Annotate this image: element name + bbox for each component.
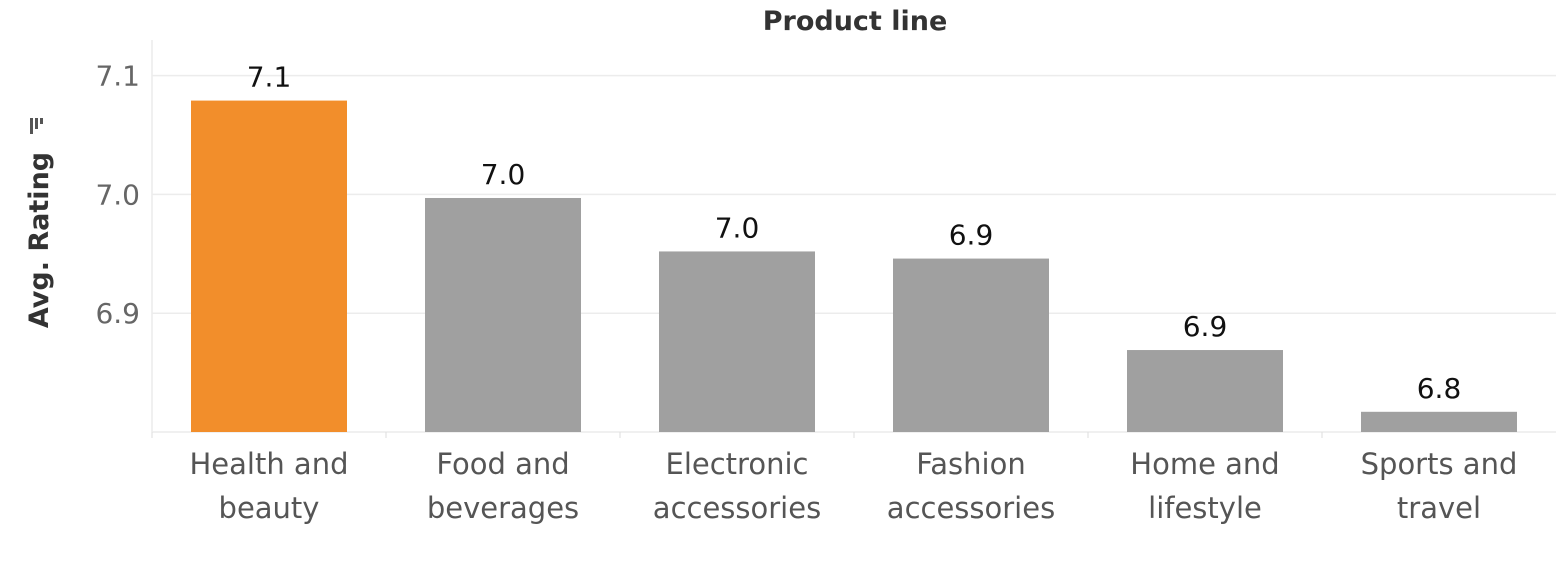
bar[interactable] [1361,411,1517,432]
x-tick-label: accessories [653,491,821,525]
x-tick-label: travel [1397,491,1481,525]
x-tick-label: beauty [219,491,320,525]
bar[interactable] [893,258,1049,432]
x-tick-label: Food and [436,447,569,481]
data-label: 7.1 [247,61,292,94]
x-tick-label: Fashion [916,447,1025,481]
x-tick-label: beverages [427,491,579,525]
y-axis-label: Avg. Rating [24,152,55,328]
data-label: 6.9 [1183,310,1228,343]
data-label: 6.9 [949,219,994,252]
data-label: 6.8 [1417,372,1462,405]
bar[interactable] [191,100,347,432]
y-tick-label: 7.0 [95,178,140,211]
bar[interactable] [1127,350,1283,432]
x-tick-label: Sports and [1361,447,1518,481]
chart-title: Product line [763,6,948,37]
x-tick-label: Home and [1130,447,1279,481]
y-tick-label: 7.1 [95,60,140,93]
x-tick-label: Health and [189,447,348,481]
x-tick-label: Electronic [666,447,809,481]
x-tick-label: accessories [887,491,1055,525]
data-label: 7.0 [481,158,526,191]
x-tick-label: lifestyle [1148,491,1262,525]
y-tick-label: 6.9 [95,297,140,330]
bar[interactable] [659,251,815,432]
data-label: 7.0 [715,211,760,244]
sort-descending-icon[interactable] [30,118,43,134]
bar[interactable] [425,197,581,432]
